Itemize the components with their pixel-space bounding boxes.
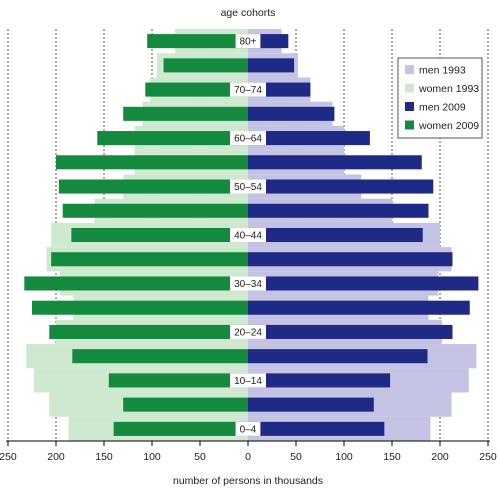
x-tick-label: 50 — [194, 451, 206, 463]
bar-women-2009-3 — [72, 349, 248, 364]
legend-label-men-1993: men 1993 — [419, 65, 466, 77]
age-labels: 0–4 10–14 20–24 30–34 40–44 50–54 60–64 70–74 80… — [230, 34, 266, 436]
bar-women-2009-13 — [123, 106, 248, 121]
x-tick-label: 250 — [479, 451, 497, 463]
age-label: 0–4 — [240, 424, 257, 435]
x-tick-label: 100 — [143, 451, 161, 463]
age-label-background — [230, 82, 266, 97]
age-label-background — [230, 228, 266, 242]
chart-title: age cohorts — [221, 7, 276, 19]
bar-men-2009-6 — [248, 276, 479, 291]
bar-men-2009-13 — [248, 106, 335, 121]
age-label: 70–74 — [234, 85, 262, 96]
bar-women-2009-4 — [49, 324, 248, 339]
age-label: 20–24 — [234, 328, 262, 339]
bar-women-2009-11 — [56, 155, 248, 170]
age-label: 60–64 — [234, 134, 262, 145]
bar-men-2009-8 — [248, 227, 423, 243]
legend: men 1993 women 1993 men 2009 women 2009 — [397, 57, 483, 139]
bar-men-2009-0 — [248, 421, 385, 436]
age-label-background — [230, 373, 266, 388]
bar-women-2009-6 — [24, 276, 248, 291]
age-label-background — [235, 34, 261, 49]
legend-label-women-2009: women 2009 — [418, 120, 479, 132]
age-label: 40–44 — [234, 231, 262, 242]
bar-men-2009-7 — [248, 252, 453, 267]
bar-men-2009-11 — [248, 155, 422, 170]
bar-women-2009-10 — [58, 179, 248, 194]
legend-swatch-women-1993 — [405, 83, 414, 93]
legend-swatch-men-1993 — [405, 65, 414, 74]
bar-women-2009-15 — [163, 58, 248, 73]
age-label-background — [230, 179, 266, 194]
bar-men-2009-12 — [248, 131, 370, 146]
bar-women-2009-7 — [51, 252, 249, 267]
bar-women-2009-9 — [62, 203, 248, 218]
bar-men-2009-15 — [248, 58, 295, 73]
bars-2009 — [24, 34, 479, 436]
age-label: 10–14 — [234, 376, 262, 387]
x-tick-label: 150 — [383, 451, 401, 463]
bar-women-2009-12 — [97, 131, 248, 146]
x-tick-label: 50 — [290, 451, 302, 463]
x-tick-label: 200 — [47, 451, 65, 463]
bar-men-2009-10 — [248, 179, 434, 194]
age-label: 30–34 — [234, 279, 262, 290]
bar-men-2009-2 — [248, 373, 391, 388]
x-axis-label: number of persons in thousands — [173, 475, 323, 487]
age-label-background — [230, 131, 266, 146]
age-label-background — [230, 276, 266, 291]
bar-women-2009-0 — [113, 421, 248, 436]
bar-women-2009-16 — [147, 34, 248, 49]
age-label-background — [230, 324, 266, 339]
legend-swatch-men-2009 — [405, 102, 414, 111]
legend-label-men-2009: men 2009 — [419, 102, 466, 114]
x-tick-label: 250 — [0, 451, 17, 463]
x-tick-label: 150 — [95, 451, 113, 463]
bar-men-2009-9 — [248, 203, 429, 218]
age-label: 50–54 — [234, 182, 262, 193]
x-tick-label: 100 — [335, 451, 353, 463]
bar-women-2009-14 — [145, 82, 248, 97]
x-axis-ticks: 250 200 150 100 50 0 50 100 150 200 250 — [0, 441, 497, 463]
bar-men-2009-1 — [248, 397, 374, 412]
bar-men-2009-3 — [248, 349, 428, 364]
bar-women-2009-8 — [71, 227, 248, 243]
bar-women-2009-5 — [32, 300, 248, 315]
x-tick-label: 200 — [431, 451, 449, 463]
age-label: 80+ — [240, 37, 257, 48]
bar-women-2009-2 — [108, 373, 248, 388]
x-tick-label: 0 — [245, 451, 251, 463]
legend-swatch-women-2009 — [405, 120, 414, 130]
bar-women-2009-1 — [123, 397, 248, 412]
age-label-background — [235, 421, 261, 436]
bar-men-2009-5 — [248, 300, 470, 315]
legend-label-women-1993: women 1993 — [418, 83, 479, 95]
bar-men-2009-4 — [248, 324, 453, 339]
